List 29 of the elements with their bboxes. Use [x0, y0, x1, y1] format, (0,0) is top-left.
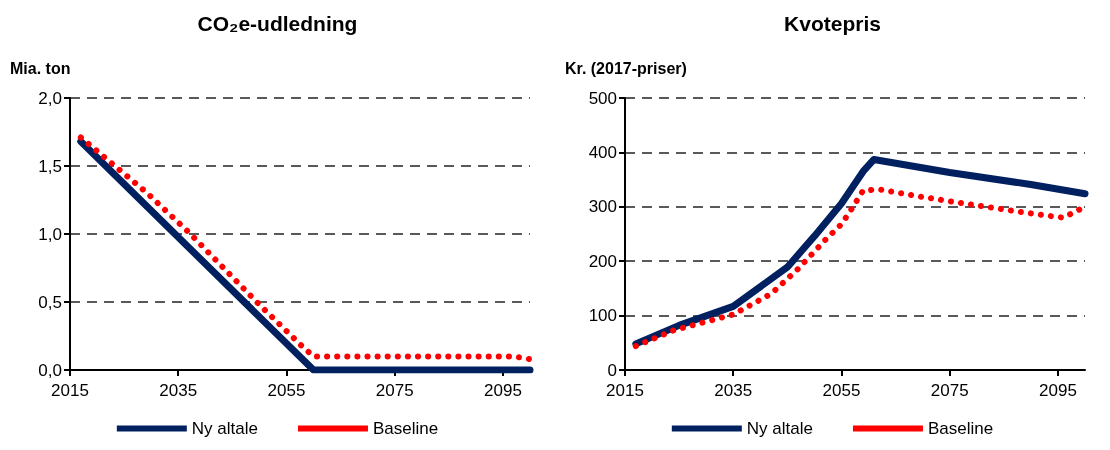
legend-label: Ny altale: [191, 419, 258, 438]
y-tick-label: 1,5: [38, 156, 62, 176]
x-tick-label: 2075: [375, 381, 414, 400]
x-tick-label: 2095: [484, 381, 522, 400]
y-axis-title: Kr. (2017-priser): [565, 59, 687, 77]
legend-label: Baseline: [372, 419, 439, 438]
x-tick-label: 2095: [1039, 381, 1077, 400]
y-tick-label: 1,0: [38, 224, 62, 244]
y-tick-label: 0,0: [38, 360, 62, 380]
y-tick-label: 500: [588, 88, 617, 108]
y-axis-title: Mia. ton: [10, 59, 71, 77]
x-tick-label: 2015: [51, 381, 89, 400]
y-tick-label: 400: [588, 142, 617, 162]
legend-label: Ny altale: [746, 419, 813, 438]
x-tick-label: 2035: [714, 381, 753, 400]
x-tick-label: 2035: [159, 381, 198, 400]
x-tick-label: 2055: [822, 381, 861, 400]
y-tick-label: 0: [607, 360, 617, 380]
x-tick-label: 2075: [930, 381, 969, 400]
y-tick-label: 0,5: [38, 292, 62, 312]
y-tick-label: 100: [588, 306, 617, 326]
chart-title: CO₂e-udledning: [197, 12, 358, 35]
legend-label: Baseline: [927, 419, 994, 438]
x-tick-label: 2055: [267, 381, 306, 400]
y-tick-label: 200: [588, 251, 617, 271]
x-tick-label: 2015: [606, 381, 644, 400]
y-tick-label: 300: [588, 197, 617, 217]
y-tick-label: 2,0: [38, 88, 62, 108]
chart-title: Kvotepris: [784, 12, 881, 35]
